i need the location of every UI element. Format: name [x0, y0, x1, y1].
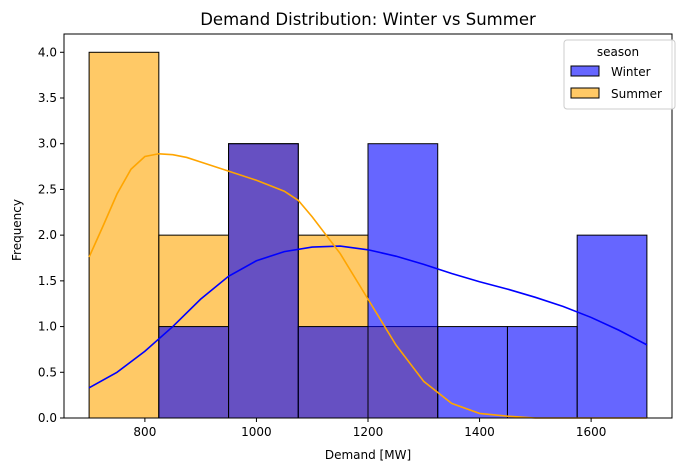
x-tick-label: 1200 — [353, 425, 384, 439]
chart-title: Demand Distribution: Winter vs Summer — [200, 10, 536, 29]
x-tick-label: 800 — [133, 425, 156, 439]
bar-summer-0 — [88, 51, 160, 419]
bar-winter-3 — [297, 326, 369, 419]
y-tick-label: 3.0 — [38, 137, 57, 151]
legend-swatch-summer — [570, 87, 600, 99]
y-axis-label: Frequency — [10, 199, 24, 261]
y-tick-label: 0.5 — [38, 365, 57, 379]
x-tick-label: 1600 — [576, 425, 607, 439]
legend: season Winter Summer — [563, 39, 676, 110]
x-tick-label: 1000 — [241, 425, 272, 439]
x-tick-label: 1400 — [464, 425, 495, 439]
x-axis-ticks: 800 1000 1200 1400 1600 — [133, 418, 606, 439]
legend-title: season — [597, 45, 639, 59]
x-axis-label: Demand [MW] — [325, 448, 411, 462]
y-tick-label: 1.0 — [38, 320, 57, 334]
bars-layer — [88, 51, 648, 419]
bar-winter-6 — [506, 326, 578, 419]
legend-label-summer: Summer — [611, 87, 662, 101]
y-tick-label: 1.5 — [38, 274, 57, 288]
bar-winter-2 — [228, 143, 299, 419]
bar-winter-4 — [367, 143, 439, 419]
y-axis-ticks: 0.0 0.5 1.0 1.5 2.0 2.5 3.0 3.5 4.0 — [38, 45, 64, 425]
y-tick-label: 4.0 — [38, 45, 57, 59]
y-tick-label: 3.5 — [38, 91, 57, 105]
y-tick-label: 0.0 — [38, 411, 57, 425]
legend-label-winter: Winter — [611, 65, 651, 79]
legend-swatch-winter — [570, 65, 600, 77]
bar-winter-5 — [437, 326, 508, 419]
kde-line-winter — [88, 245, 648, 389]
y-tick-label: 2.5 — [38, 182, 57, 196]
y-tick-label: 2.0 — [38, 228, 57, 242]
bar-winter-1 — [158, 326, 230, 419]
